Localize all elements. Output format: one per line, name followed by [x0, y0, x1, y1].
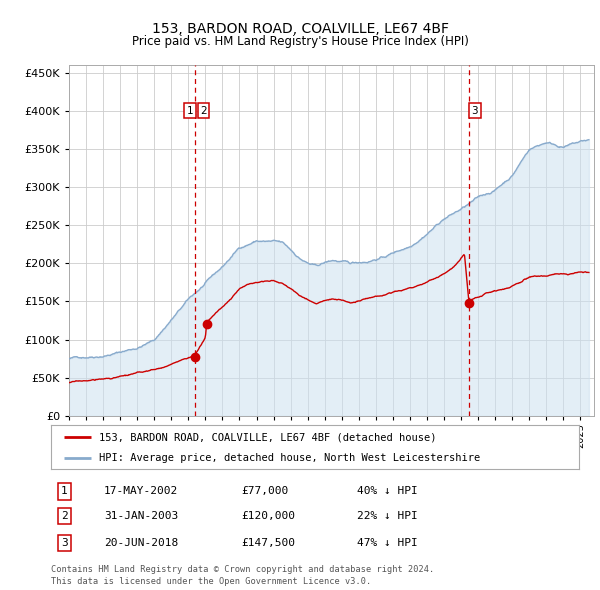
Text: 3: 3 [61, 537, 68, 548]
Text: Contains HM Land Registry data © Crown copyright and database right 2024.: Contains HM Land Registry data © Crown c… [51, 565, 434, 574]
Text: 1: 1 [61, 487, 68, 496]
Text: 1: 1 [187, 106, 193, 116]
Text: 17-MAY-2002: 17-MAY-2002 [104, 487, 178, 496]
Text: 2: 2 [200, 106, 207, 116]
Text: 3: 3 [472, 106, 478, 116]
Text: 20-JUN-2018: 20-JUN-2018 [104, 537, 178, 548]
Text: £77,000: £77,000 [241, 487, 289, 496]
Text: 40% ↓ HPI: 40% ↓ HPI [357, 487, 418, 496]
Text: 2: 2 [61, 512, 68, 521]
Text: £120,000: £120,000 [241, 512, 295, 521]
Text: 153, BARDON ROAD, COALVILLE, LE67 4BF: 153, BARDON ROAD, COALVILLE, LE67 4BF [151, 22, 449, 37]
Text: This data is licensed under the Open Government Licence v3.0.: This data is licensed under the Open Gov… [51, 577, 371, 586]
Text: 22% ↓ HPI: 22% ↓ HPI [357, 512, 418, 521]
Text: Price paid vs. HM Land Registry's House Price Index (HPI): Price paid vs. HM Land Registry's House … [131, 35, 469, 48]
Text: £147,500: £147,500 [241, 537, 295, 548]
Text: HPI: Average price, detached house, North West Leicestershire: HPI: Average price, detached house, Nort… [98, 453, 480, 463]
Text: 153, BARDON ROAD, COALVILLE, LE67 4BF (detached house): 153, BARDON ROAD, COALVILLE, LE67 4BF (d… [98, 432, 436, 442]
Text: 47% ↓ HPI: 47% ↓ HPI [357, 537, 418, 548]
Text: 31-JAN-2003: 31-JAN-2003 [104, 512, 178, 521]
